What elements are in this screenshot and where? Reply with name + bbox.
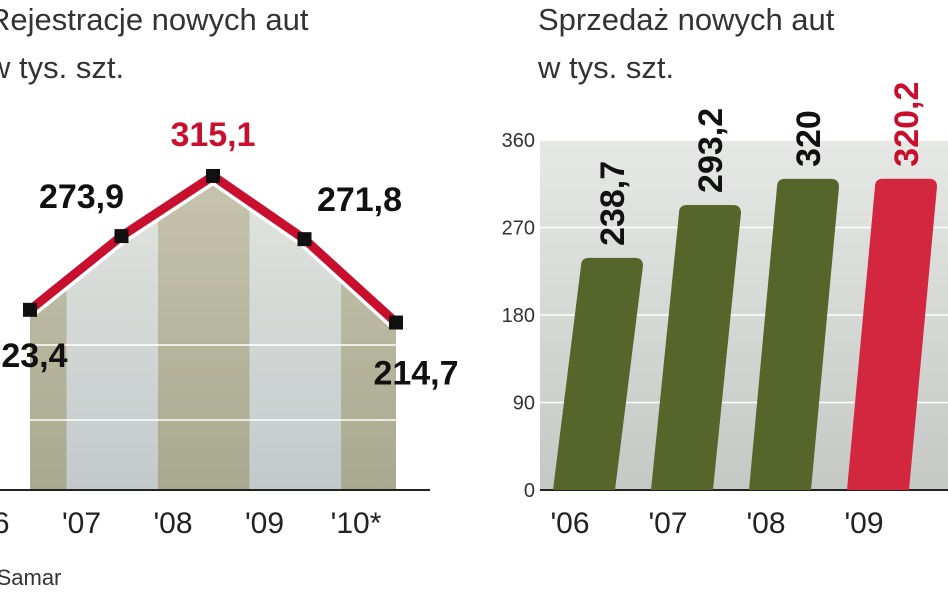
y-tick-label: 270	[502, 218, 535, 240]
bar-chart: 0 90 180 270 360 238,7 '06 293,2 '07 320 '08 320,2 '…	[502, 82, 948, 540]
x-tick-label: '07	[648, 507, 687, 540]
y-tick-label: 180	[502, 305, 535, 327]
point	[297, 232, 312, 247]
bar	[749, 178, 839, 490]
value-label: 271,8	[317, 181, 402, 219]
value-label: 315,1	[170, 116, 255, 154]
bar	[651, 204, 741, 490]
x-tick-label: '06	[550, 507, 589, 540]
value-label: 214,7	[373, 355, 458, 393]
y-tick-label: 360	[502, 130, 535, 152]
area-bands	[30, 175, 396, 490]
chart-title: Sprzedaż nowych aut	[538, 2, 835, 37]
value-label: 238,7	[594, 161, 632, 246]
bar	[553, 257, 643, 490]
x-tick-label: '09	[245, 507, 284, 540]
point	[389, 315, 403, 330]
x-tick-label: '09	[844, 507, 883, 540]
x-tick-label: '06	[0, 507, 10, 540]
value-label: 320	[790, 110, 828, 167]
chart-subtitle: w tys. szt.	[537, 50, 674, 85]
line-chart: 223,4 '06 273,9 '07 315,1 '08 271,8 '09 214,7 '10…	[0, 116, 459, 540]
value-label: 273,9	[39, 178, 124, 216]
x-tick-label: '08	[746, 507, 785, 540]
value-label: 320,2	[888, 82, 926, 167]
point	[206, 168, 220, 183]
chart-title: Rejestracje nowych aut	[0, 2, 309, 37]
x-tick-label: '10*	[331, 507, 382, 540]
y-tick-label: 0	[524, 480, 535, 502]
x-tick-label: '07	[62, 507, 101, 540]
x-tick-label: '08	[153, 507, 192, 540]
area-band	[158, 175, 250, 490]
value-label: 293,2	[692, 108, 730, 193]
value-label: 223,4	[0, 337, 68, 375]
y-tick-label: 90	[513, 393, 535, 415]
point	[114, 229, 129, 244]
point	[23, 302, 37, 317]
area-band	[66, 175, 158, 490]
source: Źródło: Samar	[0, 565, 61, 590]
bar	[847, 178, 937, 490]
area-band	[249, 175, 341, 490]
area-band	[341, 175, 396, 490]
chart-subtitle: w tys. szt.	[0, 50, 124, 85]
